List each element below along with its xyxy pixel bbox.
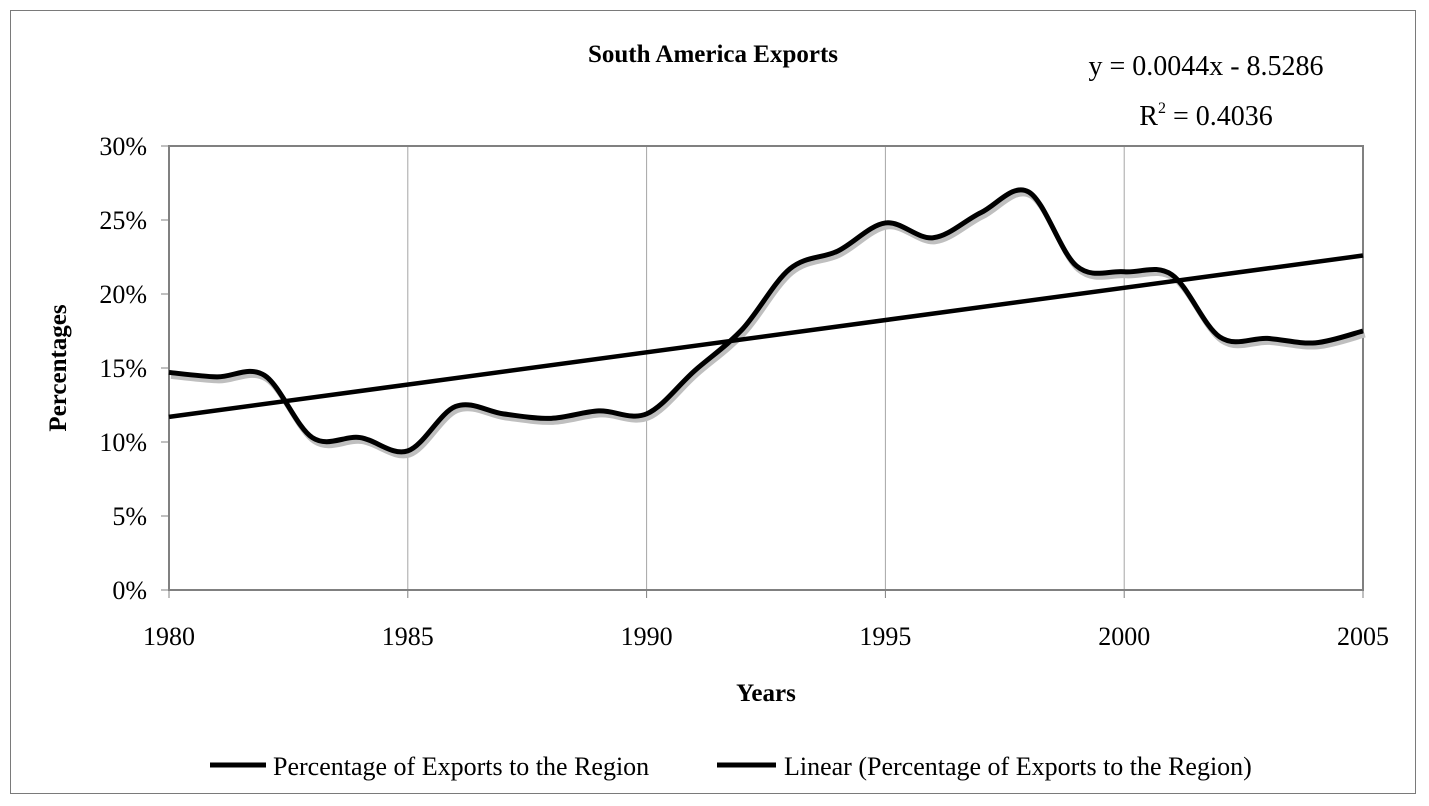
y-tick-label: 0% — [112, 576, 147, 605]
series-shadow — [170, 191, 1366, 459]
chart-frame — [10, 10, 1416, 794]
gridlines — [407, 146, 1125, 590]
x-tick-label: 1990 — [621, 622, 673, 651]
x-axis-label: Years — [736, 680, 796, 707]
trendline — [168, 253, 1364, 420]
y-tick-label: 5% — [112, 502, 147, 531]
y-tick-label: 25% — [99, 206, 147, 235]
legend-label-trendline: Linear (Percentage of Exports to the Reg… — [784, 752, 1252, 781]
y-tick-label: 20% — [99, 280, 147, 309]
trendline-r-squared: R2 = 0.4036 — [1139, 100, 1272, 132]
y-tick-label: 10% — [99, 428, 147, 457]
r2-exponent: 2 — [1158, 100, 1166, 117]
trendline-equation: y = 0.0044x - 8.5286 — [1088, 51, 1323, 82]
y-tick-label: 30% — [99, 132, 147, 161]
x-tick-label: 1995 — [859, 622, 911, 651]
x-axis: 1980 1985 1990 1995 2000 2005 — [143, 590, 1389, 651]
x-tick-label: 1985 — [382, 622, 434, 651]
series-line-exports — [168, 187, 1364, 455]
r2-value: = 0.4036 — [1166, 101, 1273, 132]
x-tick-label: 1980 — [143, 622, 195, 651]
legend-label-exports: Percentage of Exports to the Region — [273, 752, 649, 781]
plot-area — [168, 145, 1364, 591]
y-axis-label: Percentages — [45, 304, 72, 432]
x-tick-label: 2005 — [1337, 622, 1389, 651]
x-tick-label: 2000 — [1098, 622, 1150, 651]
y-tick-label: 15% — [99, 354, 147, 383]
y-axis: 0% 5% 10% 15% 20% 25% 30% — [99, 132, 169, 605]
r2-prefix: R — [1139, 101, 1158, 132]
chart-title: South America Exports — [588, 41, 838, 68]
legend: Percentage of Exports to the Region Linea… — [210, 752, 1252, 781]
series-group — [168, 187, 1366, 459]
